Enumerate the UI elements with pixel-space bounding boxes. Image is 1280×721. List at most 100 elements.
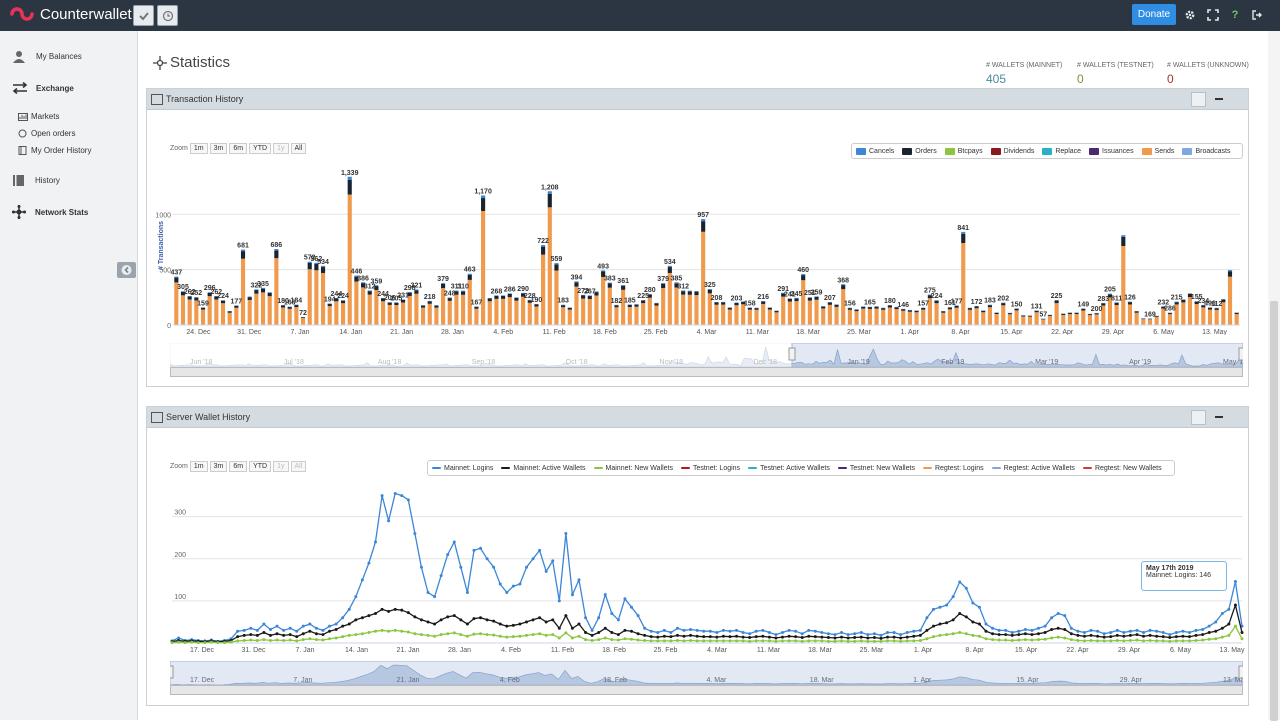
series-point	[715, 635, 719, 639]
page-scrollbar-thumb[interactable]	[1270, 301, 1278, 721]
series-point	[1227, 633, 1231, 637]
legend-item[interactable]: Orders	[902, 147, 937, 155]
bar-orders	[1161, 306, 1166, 309]
wallet-navigator[interactable]: 17. Dec 7. Jan 21. Jan 4. Feb 18. Feb 4. Mar 1…	[170, 661, 1243, 685]
zoom-3m-button[interactable]: 3m	[209, 461, 228, 472]
navigator-label: Feb '19	[941, 359, 964, 366]
brand[interactable]: Counterwallet	[8, 5, 132, 23]
series-point	[997, 628, 1001, 632]
transaction-navigator[interactable]: Jun '18Jul '18Aug '18Sep '18Oct '18Nov '…	[170, 343, 1243, 367]
legend-item[interactable]: Replace	[1042, 147, 1081, 155]
clock-icon	[162, 10, 173, 21]
series-point	[492, 565, 496, 569]
y-tick-label: 500	[159, 268, 171, 275]
legend-item[interactable]: Regtest: New Wallets	[1082, 465, 1162, 472]
bar-cancels	[194, 297, 199, 298]
logout-icon[interactable]	[1250, 8, 1264, 22]
series-point	[524, 633, 528, 637]
zoom-6m-button[interactable]: 6m	[229, 143, 248, 154]
series-point	[715, 630, 719, 634]
zoom-ytd-button[interactable]: YTD	[249, 143, 272, 154]
legend-item[interactable]: Testnet: Logins	[680, 465, 740, 472]
zoom-label: Zoom	[170, 145, 188, 152]
bar-sends	[861, 308, 866, 325]
bar-orders	[240, 251, 246, 259]
bar-orders	[981, 310, 986, 313]
series-point	[636, 632, 640, 636]
bar-sends	[280, 307, 286, 325]
legend-item[interactable]: Issuances	[1089, 147, 1134, 155]
sidebar-item-markets[interactable]: Markets	[18, 112, 59, 121]
bar-orders	[807, 297, 812, 301]
legend-item[interactable]: Regtest: Active Wallets	[991, 465, 1075, 472]
series-point	[689, 628, 693, 632]
checkmark-button[interactable]	[133, 5, 154, 26]
help-icon[interactable]: ?	[1231, 9, 1239, 21]
zoom-3m-button[interactable]: 3m	[209, 143, 228, 154]
series-point	[584, 616, 588, 620]
bar-sends	[741, 304, 746, 325]
page-scrollbar[interactable]	[1268, 31, 1280, 721]
series-point	[354, 595, 358, 599]
sidebar-collapse-button[interactable]	[117, 262, 136, 278]
legend-label: Testnet: New Wallets	[849, 464, 915, 472]
bar-sends	[634, 306, 639, 325]
series-point	[833, 639, 837, 643]
zoom-ytd-button[interactable]: YTD	[249, 461, 272, 472]
bar-cancels	[307, 261, 312, 263]
minimize-icon[interactable]	[1215, 416, 1223, 418]
donate-button[interactable]: Donate	[1132, 4, 1176, 25]
series-point	[321, 638, 325, 642]
sidebar-item-open-orders[interactable]: Open orders	[18, 129, 75, 138]
legend-item[interactable]: Testnet: Active Wallets	[748, 465, 830, 472]
zoom-1y-button[interactable]: 1y	[273, 143, 289, 154]
bar-cancels	[954, 305, 959, 306]
zoom-1m-button[interactable]: 1m	[189, 143, 208, 154]
legend-item[interactable]: Mainnet: Logins	[432, 465, 493, 472]
zoom-all-button[interactable]: All	[290, 461, 307, 472]
legend-item[interactable]: Broadcasts	[1182, 147, 1230, 155]
bar-orders	[340, 300, 346, 304]
minimize-icon[interactable]	[1215, 98, 1223, 100]
legend-item[interactable]: Regtest: Logins	[922, 465, 984, 472]
data-label: 228	[524, 293, 536, 300]
panel-toggle-button[interactable]	[1191, 92, 1206, 107]
panel-toggle-button[interactable]	[1191, 410, 1206, 425]
series-point	[695, 628, 699, 632]
clock-button[interactable]	[157, 5, 178, 26]
zoom-1m-button[interactable]: 1m	[189, 461, 208, 472]
data-label: 157	[917, 301, 929, 308]
bar-cancels	[521, 292, 526, 294]
series-point	[945, 633, 949, 637]
bar-cancels	[767, 307, 772, 308]
sidebar-item-network-stats[interactable]: Network Stats	[12, 205, 88, 219]
bar-cancels	[247, 296, 252, 298]
fullscreen-icon[interactable]	[1206, 8, 1220, 22]
legend-item[interactable]: Cancels	[856, 147, 894, 155]
sidebar-item-my-order-history[interactable]: My Order History	[18, 146, 91, 155]
data-label: 252	[190, 290, 202, 297]
series-point	[498, 634, 502, 638]
zoom-6m-button[interactable]: 6m	[229, 461, 248, 472]
bar-orders	[867, 307, 872, 309]
sidebar-item-my-balances[interactable]: My Balances	[12, 50, 82, 63]
bar-sends	[674, 287, 679, 325]
legend-item[interactable]: Dividends	[990, 147, 1034, 155]
tx-scrollbar[interactable]	[170, 367, 1243, 377]
legend-item[interactable]: Btcpays	[944, 147, 983, 155]
legend-item[interactable]: Mainnet: New Wallets	[593, 465, 673, 472]
series-point	[426, 590, 430, 594]
zoom-all-button[interactable]: All	[290, 143, 307, 154]
bar-sends	[427, 303, 432, 325]
series-point	[288, 626, 292, 630]
bar-sends	[401, 302, 406, 325]
sidebar-item-exchange[interactable]: Exchange	[12, 82, 74, 94]
legend-item[interactable]: Sends	[1141, 147, 1174, 155]
sidebar-item-history[interactable]: History	[12, 174, 60, 187]
bar-cancels	[507, 293, 512, 294]
wallet-scrollbar[interactable]	[170, 685, 1243, 695]
zoom-1y-button[interactable]: 1y	[273, 461, 289, 472]
legend-item[interactable]: Mainnet: Active Wallets	[501, 465, 586, 472]
legend-item[interactable]: Testnet: New Wallets	[837, 464, 915, 472]
gear-icon[interactable]	[1183, 8, 1197, 22]
